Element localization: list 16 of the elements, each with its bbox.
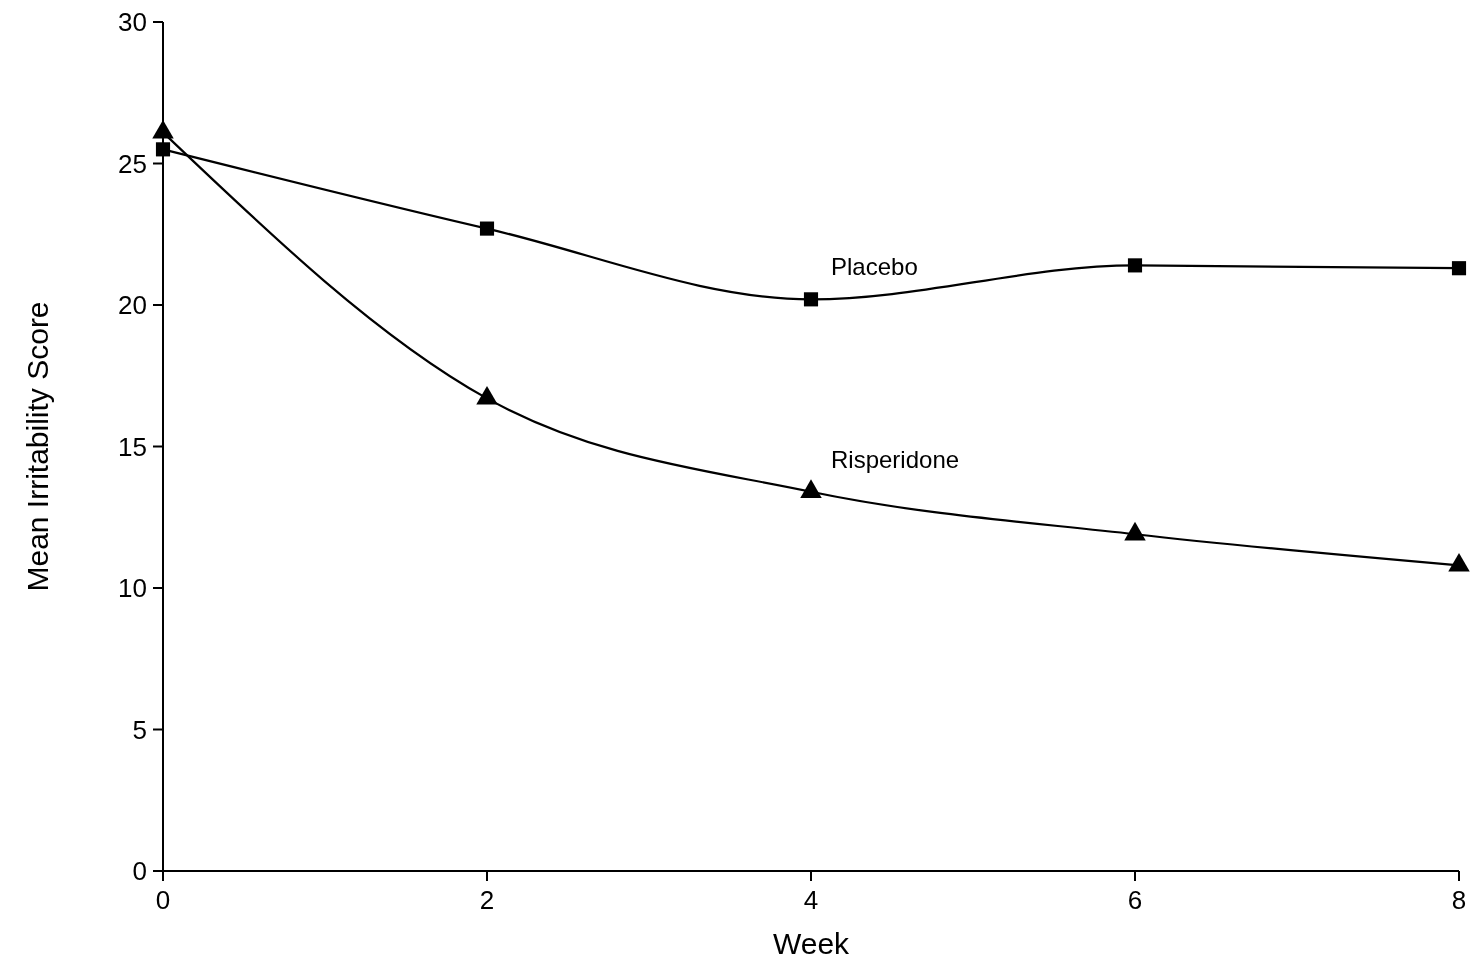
y-tick-label: 10 (118, 573, 147, 604)
y-tick-label: 20 (118, 290, 147, 321)
x-tick-label: 8 (1451, 885, 1467, 915)
y-tick-label: 30 (118, 7, 147, 38)
y-tick-label: 15 (118, 431, 147, 462)
y-axis-title: Mean Irritability Score (21, 301, 54, 592)
x-tick-label: 6 (1127, 885, 1143, 915)
x-tick-label: 4 (803, 885, 819, 915)
x-axis-title: Week (772, 927, 851, 960)
series-label: Risperidone (831, 445, 960, 473)
series-label: Placebo (831, 253, 918, 281)
x-tick-label: 2 (479, 885, 495, 915)
x-tick-label: 0 (155, 885, 171, 915)
y-tick-label: 0 (132, 856, 147, 887)
y-tick-label: 25 (118, 148, 147, 179)
y-tick-label: 5 (132, 714, 147, 745)
